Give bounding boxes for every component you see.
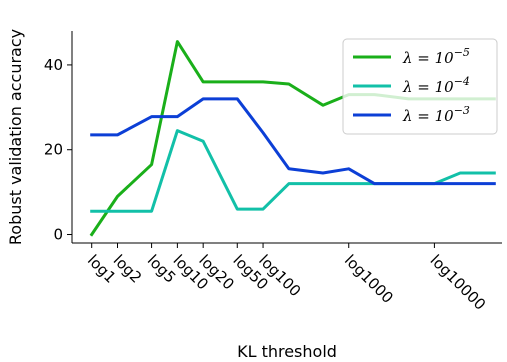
legend: λ = 10−5 λ = 10−4 λ = 10−3 <box>342 38 498 135</box>
axes-layer <box>71 31 502 244</box>
y-tick-label: 0 <box>53 226 63 244</box>
y-axis-label: Robust validation accuracy <box>6 29 25 245</box>
x-tick-label: log5 <box>144 251 180 287</box>
y-tick-label: 20 <box>44 141 63 159</box>
x-tick-label: log10000 <box>427 251 490 314</box>
x-tick-label: log2 <box>110 251 146 287</box>
legend-label-1: λ = 10−5 <box>402 46 470 67</box>
x-tick-label: log1 <box>84 251 120 287</box>
x-axis-label: KL threshold <box>237 342 337 361</box>
legend-label-3: λ = 10−3 <box>402 104 470 125</box>
series-line-3 <box>90 97 496 186</box>
x-tick-label: log1000 <box>341 251 397 307</box>
legend-label-2: λ = 10−4 <box>402 75 470 96</box>
y-tick-label: 40 <box>44 56 63 74</box>
legend-box <box>342 38 498 135</box>
